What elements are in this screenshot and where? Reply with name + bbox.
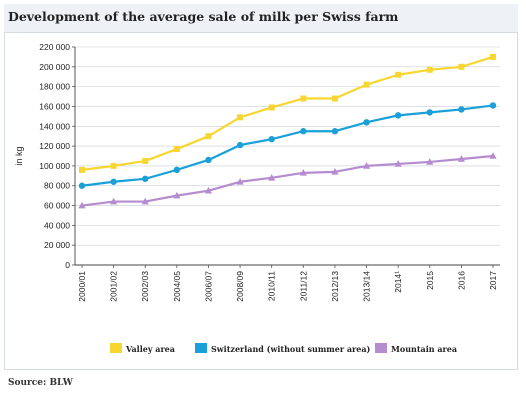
data-point [173, 166, 181, 174]
line-chart: 0 20 000 40 000 60 000 80 000 100 000 120 000 1… [14, 42, 500, 354]
chart-frame [4, 32, 518, 370]
data-point [173, 146, 180, 153]
data-point [426, 66, 433, 73]
y-tick-label: 160 000 [39, 101, 70, 111]
y-tick-label: 40 000 [44, 220, 70, 230]
x-tick-label: 2016 [456, 271, 466, 290]
data-point [236, 141, 244, 149]
legend-swatch [375, 343, 387, 353]
legend-label: Valley area [125, 344, 175, 354]
chart-title: Development of the average sale of milk … [8, 9, 399, 24]
data-point [331, 95, 338, 102]
legend-label: Switzerland (without summer area) [211, 344, 371, 354]
y-tick-label: 60 000 [44, 201, 70, 211]
data-point [363, 119, 370, 126]
x-tick-label: 2004/05 [172, 271, 182, 302]
data-point [299, 169, 307, 176]
data-point [205, 156, 212, 164]
y-tick-label: 80 000 [44, 181, 70, 191]
data-point [173, 191, 181, 199]
x-tick-label: 2015 [425, 271, 435, 290]
x-tick-label: 2008/09 [235, 271, 245, 302]
data-point [489, 152, 497, 159]
data-point [489, 102, 497, 109]
data-point [268, 174, 276, 181]
series-line [81, 55, 494, 171]
y-tick-label: 100 000 [39, 161, 70, 171]
x-tick-label: 2010/11 [267, 271, 277, 301]
y-axis-label: in kg [14, 146, 24, 165]
data-point [426, 158, 434, 165]
data-point [363, 81, 370, 88]
data-point [300, 128, 307, 135]
source-note: Source: BLW [8, 378, 73, 388]
legend-label: Mountain area [391, 344, 457, 354]
data-point [457, 155, 465, 162]
data-point [458, 106, 465, 113]
x-tick-label: 2014¹ [393, 271, 403, 293]
data-point [110, 197, 118, 205]
x-tick-label: 2017 [488, 271, 498, 290]
data-point [142, 157, 149, 164]
data-point [331, 128, 339, 135]
data-point [490, 53, 496, 60]
y-tick-label: 220 000 [39, 42, 70, 52]
x-tick-label: 2002/03 [140, 271, 150, 302]
data-point [331, 168, 339, 175]
data-point [268, 104, 275, 111]
data-point [236, 177, 244, 185]
data-point [110, 178, 117, 185]
data-point [458, 63, 465, 70]
x-tick-label: 2000/01 [77, 271, 87, 302]
data-point [395, 71, 402, 78]
data-point [268, 135, 275, 143]
y-tick-label: 140 000 [39, 121, 70, 131]
data-point [394, 112, 402, 119]
data-point [394, 160, 402, 167]
title-band [4, 4, 518, 32]
x-tick-label: 2001/02 [109, 271, 119, 302]
x-tick-label: 2012/13 [330, 271, 340, 302]
y-tick-label: 20 000 [44, 240, 70, 250]
data-point [79, 166, 85, 173]
data-point [110, 162, 117, 169]
data-point [300, 95, 307, 102]
series-line [81, 154, 494, 207]
data-point [205, 133, 212, 140]
data-point [141, 197, 149, 205]
data-point [237, 114, 244, 121]
data-point [204, 186, 213, 194]
x-tick-label: 2011/12 [298, 271, 308, 301]
data-point [78, 182, 86, 189]
x-tick-label: 2006/07 [203, 271, 213, 302]
data-point [426, 109, 433, 116]
data-point [142, 175, 149, 182]
x-tick-label: 2013/14 [362, 271, 372, 302]
legend-swatch [110, 343, 122, 353]
y-tick-label: 200 000 [39, 62, 70, 72]
y-tick-label: 180 000 [39, 82, 70, 92]
y-tick-label: 0 [65, 260, 70, 270]
data-point [362, 162, 371, 169]
series-line [81, 104, 494, 187]
y-tick-label: 120 000 [39, 141, 70, 151]
data-point [78, 201, 86, 209]
legend-swatch [195, 343, 207, 353]
